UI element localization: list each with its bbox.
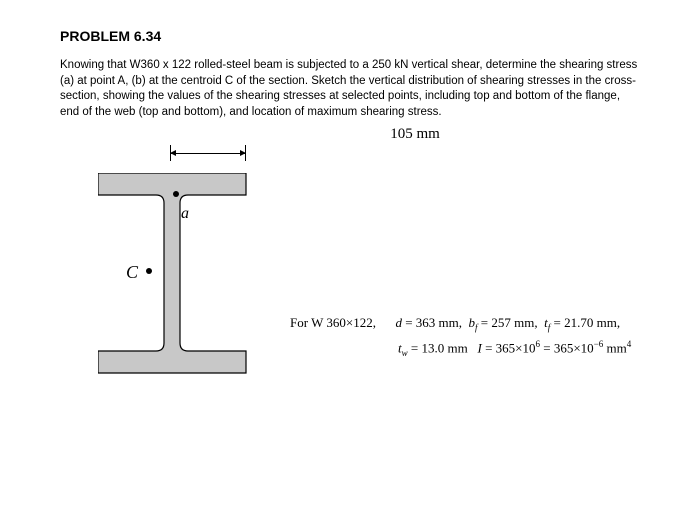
specifications: For W 360×122, d = 363 mm, bf = 257 mm, … [290, 315, 631, 364]
neg-exp-I: −6 [594, 339, 604, 349]
dimension-bar [170, 145, 246, 165]
figure-container: a C For W 360×122, d = 363 mm, bf = 257 … [60, 145, 640, 405]
point-c-label: C [126, 262, 138, 283]
dim-tick-right [245, 145, 246, 161]
var-d: d [395, 315, 402, 330]
beam-figure: a C [60, 145, 260, 405]
unit-I: mm [607, 340, 627, 355]
problem-title: PROBLEM 6.34 [60, 28, 640, 44]
dimension-width-label: 105 mm [190, 126, 640, 143]
val-I: 365×10 [554, 340, 594, 355]
exp-I: 6 [536, 339, 541, 349]
specs-line-2: tw = 13.0 mm I = 365×106 = 365×10−6 mm4 [398, 339, 631, 358]
val-tw: 13.0 mm [421, 340, 467, 355]
i-beam-shape [98, 173, 248, 383]
val-tf: 21.70 mm [564, 315, 617, 330]
sub-f2: f [548, 323, 551, 333]
problem-statement: Knowing that W360 x 122 rolled-steel bea… [60, 58, 640, 120]
point-a-label: a [181, 205, 189, 223]
unit-exp-I: 4 [627, 339, 632, 349]
val-d: 363 mm [416, 315, 459, 330]
dim-arrow [170, 153, 246, 154]
specs-line-1: For W 360×122, d = 363 mm, bf = 257 mm, … [290, 315, 631, 333]
specs-prefix: For W 360×122, [290, 315, 376, 330]
sub-f1: f [475, 323, 478, 333]
sub-w: w [402, 348, 408, 358]
val-I-raw: 365×10 [496, 340, 536, 355]
var-I: I [477, 340, 481, 355]
val-bf: 257 mm [491, 315, 534, 330]
